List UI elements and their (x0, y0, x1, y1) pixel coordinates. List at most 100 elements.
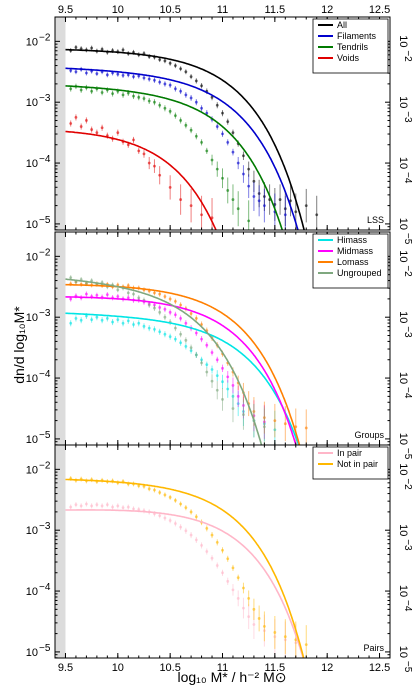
data-point-himass (95, 315, 99, 319)
y-tick-label: 10 (26, 586, 38, 598)
fit-curve-filaments (65, 67, 299, 230)
data-point-filaments (95, 72, 99, 75)
y-tick-label: 10 (26, 158, 38, 170)
data-point-filaments (85, 71, 88, 75)
data-point-voids (116, 131, 120, 135)
y-tick-label-right: 10−3 (397, 524, 413, 551)
data-point-filaments (105, 73, 109, 77)
data-point-lomass (163, 295, 167, 298)
data-point-voids (147, 161, 151, 165)
y-tick-label: 10 (26, 312, 38, 324)
data-point-midmass (236, 394, 240, 398)
data-point-tendrils (247, 219, 251, 223)
legend-label: Ungrouped (337, 268, 382, 278)
data-point-himass (69, 321, 73, 325)
x-tick-label: 11 (217, 662, 228, 674)
data-point-lomass (179, 303, 183, 307)
data-point-not-in-pair (158, 491, 162, 494)
y-tick-label-right: 10−2 (397, 250, 413, 277)
data-point-voids (168, 186, 172, 189)
data-point-not-in-pair (184, 506, 188, 510)
data-point-not-in-pair (189, 510, 193, 514)
data-point-filaments (137, 74, 141, 78)
data-point-in-pair (100, 504, 104, 508)
data-point-filaments (283, 213, 287, 217)
data-point-in-pair (247, 615, 251, 619)
data-point-filaments (252, 195, 256, 198)
data-point-voids (126, 143, 130, 147)
data-point-himass (137, 321, 141, 325)
data-point-filaments (142, 76, 146, 80)
data-point-voids (74, 116, 78, 119)
y-tick-label: 10 (397, 96, 409, 108)
data-point-lomass (173, 299, 177, 303)
y-tick-exponent: −3 (39, 308, 51, 319)
y-tick-exponent: −2 (402, 265, 413, 277)
x-tick-label-top: 12.5 (369, 4, 390, 16)
data-point-ungrouped (173, 326, 177, 330)
data-point-himass (173, 337, 177, 341)
data-point-lomass (304, 426, 308, 430)
data-point-in-pair (184, 529, 188, 533)
data-point-tendrils (137, 95, 141, 99)
y-tick-label: 10 (397, 585, 409, 597)
y-tick-exponent: −2 (39, 247, 51, 258)
data-point-not-in-pair (210, 533, 214, 537)
y-tick-label-right: 10−4 (397, 157, 413, 184)
data-point-voids (179, 198, 183, 201)
data-point-midmass (85, 292, 88, 296)
data-point-tendrils (226, 189, 230, 192)
data-point-all (315, 213, 319, 217)
y-tick-exponent: −2 (402, 50, 413, 62)
data-point-tendrils (142, 97, 146, 100)
data-point-not-in-pair (273, 631, 277, 634)
legend-label: Lomass (337, 257, 369, 267)
data-point-himass (121, 321, 125, 325)
data-point-not-in-pair (231, 566, 235, 570)
data-point-ungrouped (194, 353, 198, 357)
y-tick-label-right: 10−4 (397, 585, 413, 612)
y-tick-label: 10 (397, 157, 409, 169)
data-point-ungrouped (69, 276, 73, 280)
legend-label: Voids (337, 53, 360, 63)
data-point-not-in-pair (194, 515, 198, 519)
y-tick-label: 10 (397, 218, 409, 230)
data-point-all (121, 48, 125, 52)
data-point-tendrils (236, 207, 240, 211)
y-tick-exponent: −4 (39, 582, 51, 593)
data-point-tendrils (179, 119, 183, 122)
data-point-not-in-pair (304, 643, 308, 647)
data-point-tendrils (158, 103, 162, 107)
y-tick-exponent: −5 (402, 233, 413, 245)
data-point-voids (69, 122, 73, 125)
x-tick-label: 12 (321, 662, 333, 674)
data-point-in-pair (111, 505, 114, 509)
y-tick-label: 10 (397, 433, 409, 445)
data-point-in-pair (69, 505, 73, 509)
data-point-filaments (74, 70, 78, 74)
data-point-all (184, 70, 188, 74)
legend-label: All (337, 20, 347, 30)
y-tick-exponent: −3 (402, 111, 413, 123)
fit-curve-not-in-pair (65, 478, 305, 658)
data-point-all (278, 198, 282, 201)
data-point-all (179, 67, 183, 71)
legend-label: Midmass (337, 246, 374, 256)
data-point-ungrouped (153, 306, 156, 310)
y-tick-exponent: −2 (39, 460, 51, 471)
data-point-in-pair (173, 522, 177, 525)
data-point-himass (111, 320, 114, 324)
y-tick-exponent: −3 (402, 539, 413, 551)
data-point-tendrils (215, 167, 219, 171)
data-point-filaments (215, 125, 219, 128)
y-tick-label-right: 10−3 (397, 96, 413, 123)
data-point-not-in-pair (215, 540, 219, 544)
data-point-lomass (126, 284, 130, 287)
y-tick-exponent: −4 (39, 369, 51, 380)
x-tick-label-top: 10.5 (159, 4, 180, 16)
data-point-in-pair (168, 519, 172, 522)
data-point-ungrouped (163, 315, 167, 319)
data-point-filaments (221, 132, 224, 136)
data-point-himass (85, 314, 88, 318)
